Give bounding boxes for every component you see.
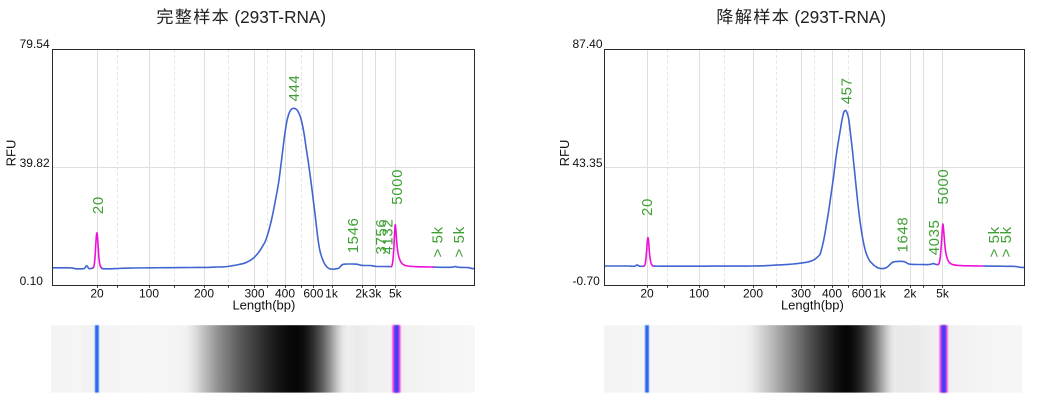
svg-text:100: 100 xyxy=(139,286,159,300)
svg-text:200: 200 xyxy=(194,286,214,300)
svg-text:1k: 1k xyxy=(325,286,339,300)
svg-text:Length(bp): Length(bp) xyxy=(781,298,844,313)
svg-text:300: 300 xyxy=(791,286,811,300)
svg-text:600: 600 xyxy=(852,286,872,300)
svg-text:5000: 5000 xyxy=(389,169,406,205)
svg-text:200: 200 xyxy=(743,286,763,300)
svg-text:Length(bp): Length(bp) xyxy=(232,298,295,313)
svg-text:> 5k: > 5k xyxy=(451,226,468,257)
svg-text:4035: 4035 xyxy=(926,220,943,256)
svg-text:1k: 1k xyxy=(873,286,887,300)
svg-text:400: 400 xyxy=(275,286,295,300)
svg-text:4132: 4132 xyxy=(380,219,397,255)
svg-text:2k: 2k xyxy=(355,286,369,300)
svg-text:20: 20 xyxy=(640,286,654,300)
svg-text:87.40: 87.40 xyxy=(573,37,603,51)
svg-text:RFU: RFU xyxy=(557,140,572,167)
svg-text:457: 457 xyxy=(838,77,855,104)
svg-text:400: 400 xyxy=(822,286,842,300)
svg-text:20: 20 xyxy=(90,286,104,300)
svg-text:0.10: 0.10 xyxy=(20,274,44,288)
svg-text:444: 444 xyxy=(286,75,303,102)
svg-text:43.35: 43.35 xyxy=(573,156,603,170)
svg-text:5000: 5000 xyxy=(935,169,952,205)
svg-text:5k: 5k xyxy=(936,286,950,300)
svg-text:2k: 2k xyxy=(904,286,918,300)
svg-text:20: 20 xyxy=(90,196,107,214)
svg-text:20: 20 xyxy=(639,198,656,216)
svg-text:-0.70: -0.70 xyxy=(573,274,601,288)
svg-text:> 5k: > 5k xyxy=(986,226,1003,257)
svg-text:RFU: RFU xyxy=(4,140,19,167)
svg-text:79.54: 79.54 xyxy=(20,37,50,51)
svg-text:1648: 1648 xyxy=(894,217,911,253)
svg-text:3k: 3k xyxy=(369,286,383,300)
svg-text:3756: 3756 xyxy=(373,219,390,255)
svg-text:1546: 1546 xyxy=(345,218,362,254)
svg-text:(293T-RNA): (293T-RNA) xyxy=(794,7,886,27)
svg-text:> 5k: > 5k xyxy=(998,226,1015,257)
svg-text:600: 600 xyxy=(303,286,323,300)
svg-text:39.82: 39.82 xyxy=(20,156,50,170)
svg-text:> 5k: > 5k xyxy=(430,226,447,257)
svg-text:300: 300 xyxy=(244,286,264,300)
svg-text:(293T-RNA): (293T-RNA) xyxy=(234,7,326,27)
svg-text:100: 100 xyxy=(689,286,709,300)
svg-text:5k: 5k xyxy=(389,286,403,300)
